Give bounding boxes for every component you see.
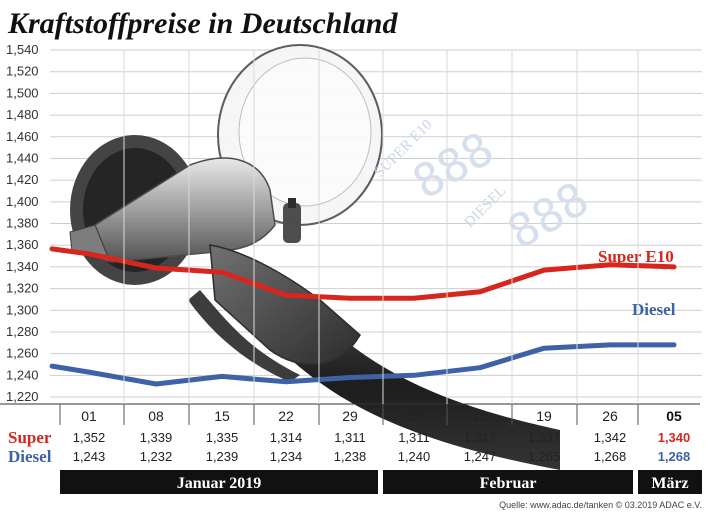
x-tick-label: 05 bbox=[406, 408, 422, 424]
x-tick-label: 19 bbox=[536, 408, 552, 424]
table-cell: 1,240 bbox=[398, 449, 431, 464]
x-tick-label: 05 bbox=[666, 408, 682, 424]
x-axis-ticks: 01 08 15 22 29 05 12 19 26 05 bbox=[81, 408, 682, 424]
table-cell: 1,268 bbox=[594, 449, 627, 464]
table-cell: 1,342 bbox=[594, 430, 627, 445]
y-tick-label: 1,340 bbox=[6, 259, 39, 274]
y-tick-label: 1,220 bbox=[6, 389, 39, 404]
table-cells: 1,352 1,339 1,335 1,314 1,311 1,311 1,317 1,337… bbox=[73, 430, 691, 464]
y-tick-label: 1,400 bbox=[6, 194, 39, 209]
table-cell: 1,337 bbox=[528, 430, 561, 445]
y-tick-label: 1,320 bbox=[6, 281, 39, 296]
x-tick-label: 01 bbox=[81, 408, 97, 424]
nozzle-handle-shape bbox=[209, 244, 361, 366]
table-cell: 1,335 bbox=[206, 430, 239, 445]
fuel-nozzle-illustration bbox=[69, 44, 560, 470]
y-tick-label: 1,460 bbox=[6, 129, 39, 144]
y-tick-label: 1,280 bbox=[6, 324, 39, 339]
table-row-label-diesel: Diesel bbox=[8, 447, 52, 466]
nozzle-knob-shape bbox=[283, 203, 301, 243]
table-cell: 1,317 bbox=[464, 430, 497, 445]
table-cell: 1,238 bbox=[334, 449, 367, 464]
table-cell: 1,339 bbox=[140, 430, 173, 445]
x-tick-label: 15 bbox=[214, 408, 230, 424]
y-tick-label: 1,540 bbox=[6, 42, 39, 57]
table-row-label-super: Super bbox=[8, 428, 52, 447]
table-cell: 1,340 bbox=[658, 430, 691, 445]
table-cell: 1,247 bbox=[464, 449, 497, 464]
x-grid bbox=[59, 50, 639, 425]
series-label-super: Super E10 bbox=[598, 247, 674, 266]
x-tick-label: 22 bbox=[278, 408, 294, 424]
y-axis-ticks: 1,540 1,520 1,500 1,480 1,460 1,440 1,420 1,400… bbox=[6, 42, 39, 404]
x-tick-label: 12 bbox=[472, 408, 488, 424]
table-cell: 1,268 bbox=[658, 449, 691, 464]
y-tick-label: 1,380 bbox=[6, 216, 39, 231]
y-tick-label: 1,440 bbox=[6, 150, 39, 165]
table-cell: 1,239 bbox=[206, 449, 239, 464]
series-label-diesel: Diesel bbox=[632, 300, 676, 319]
table-cell: 1,265 bbox=[528, 449, 561, 464]
y-tick-label: 1,500 bbox=[6, 85, 39, 100]
x-tick-label: 29 bbox=[342, 408, 358, 424]
month-bar-maerz bbox=[638, 470, 702, 494]
table-cell: 1,232 bbox=[140, 449, 173, 464]
x-tick-label: 08 bbox=[148, 408, 164, 424]
month-bar-februar bbox=[383, 470, 633, 494]
y-tick-label: 1,240 bbox=[6, 367, 39, 382]
chart-title: Kraftstoffpreise in Deutschland bbox=[7, 7, 398, 40]
source-note: Quelle: www.adac.de/tanken © 03.2019 ADA… bbox=[499, 500, 702, 510]
month-label-februar: Februar bbox=[480, 475, 537, 492]
y-tick-label: 1,520 bbox=[6, 64, 39, 79]
table-cell: 1,314 bbox=[270, 430, 303, 445]
month-label-januar: Januar 2019 bbox=[177, 475, 262, 492]
table-cell: 1,234 bbox=[270, 449, 303, 464]
series-lines bbox=[49, 246, 677, 387]
table-cell: 1,311 bbox=[334, 430, 366, 445]
y-tick-label: 1,260 bbox=[6, 346, 39, 361]
y-tick-label: 1,360 bbox=[6, 237, 39, 252]
month-bar-januar bbox=[60, 470, 378, 494]
y-tick-label: 1,480 bbox=[6, 107, 39, 122]
display-decoration: SUPER E10 DIESEL 888 888 bbox=[372, 117, 598, 260]
x-tick-label: 26 bbox=[602, 408, 618, 424]
nozzle-trigger-shape bbox=[188, 290, 300, 382]
table-cell: 1,243 bbox=[73, 449, 106, 464]
display-diesel-digits: 888 bbox=[499, 171, 598, 259]
y-tick-label: 1,420 bbox=[6, 172, 39, 187]
month-label-maerz: März bbox=[651, 475, 688, 492]
y-tick-label: 1,300 bbox=[6, 302, 39, 317]
table-cell: 1,352 bbox=[73, 430, 106, 445]
table-cell: 1,311 bbox=[398, 430, 430, 445]
